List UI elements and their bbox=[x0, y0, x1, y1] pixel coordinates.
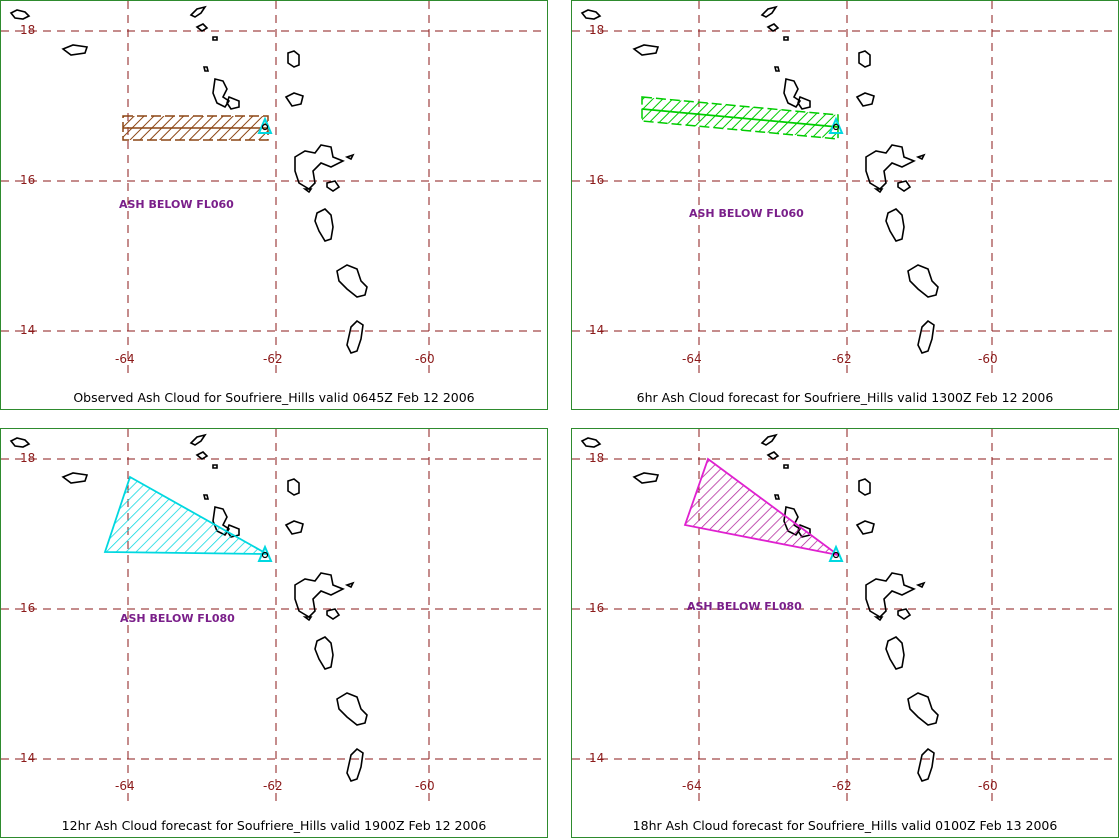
lon-label-64: -64 bbox=[682, 779, 702, 793]
volcano-marker bbox=[257, 544, 273, 562]
lon-label-60: -60 bbox=[415, 352, 435, 366]
island-outlines bbox=[580, 433, 939, 782]
map-panel-12hr: 18 16 14 -64 -62 -60 ASH BELOW FL080 12h… bbox=[0, 428, 548, 838]
island-outlines bbox=[9, 433, 368, 782]
ash-level-annotation: ASH BELOW FL060 bbox=[119, 198, 234, 211]
lon-label-60: -60 bbox=[415, 779, 435, 793]
map-canvas bbox=[1, 1, 547, 376]
lon-label-64: -64 bbox=[115, 352, 135, 366]
lat-label-14: 14 bbox=[20, 323, 36, 337]
map-panel-observed: 18 16 14 -64 -62 -60 ASH BELOW FL060 Obs… bbox=[0, 0, 548, 410]
map-panel-18hr: 18 16 14 -64 -62 -60 ASH BELOW FL080 18h… bbox=[571, 428, 1119, 838]
ash-level-annotation: ASH BELOW FL080 bbox=[687, 600, 802, 613]
lon-label-60: -60 bbox=[978, 779, 998, 793]
lat-label-16: 16 bbox=[20, 173, 36, 187]
island-outlines bbox=[580, 5, 939, 354]
lon-label-64: -64 bbox=[115, 779, 135, 793]
lon-label-62: -62 bbox=[263, 779, 283, 793]
lon-label-60: -60 bbox=[978, 352, 998, 366]
ash-cloud-polygon bbox=[641, 96, 839, 140]
volcano-marker bbox=[828, 544, 844, 562]
lat-label-14: 14 bbox=[589, 323, 605, 337]
lat-label-16: 16 bbox=[589, 601, 605, 615]
lat-label-18: 18 bbox=[589, 23, 605, 37]
lon-label-62: -62 bbox=[832, 779, 852, 793]
lat-label-16: 16 bbox=[589, 173, 605, 187]
panel-caption: 6hr Ash Cloud forecast for Soufriere_Hil… bbox=[636, 390, 1054, 405]
graticule bbox=[572, 1, 1118, 376]
lat-label-18: 18 bbox=[20, 23, 36, 37]
volcano-marker bbox=[257, 116, 273, 134]
graticule bbox=[1, 1, 547, 376]
panel-caption: 18hr Ash Cloud forecast for Soufriere_Hi… bbox=[632, 818, 1058, 833]
lon-label-62: -62 bbox=[263, 352, 283, 366]
lat-label-14: 14 bbox=[589, 751, 605, 765]
map-panel-6hr: 18 16 14 -64 -62 -60 ASH BELOW FL060 6hr… bbox=[571, 0, 1119, 410]
lon-label-64: -64 bbox=[682, 352, 702, 366]
ash-level-annotation: ASH BELOW FL060 bbox=[689, 207, 804, 220]
graticule bbox=[572, 429, 1118, 804]
panel-caption: 12hr Ash Cloud forecast for Soufriere_Hi… bbox=[61, 818, 487, 833]
island-outlines bbox=[9, 5, 368, 354]
map-canvas bbox=[1, 429, 547, 804]
lon-label-62: -62 bbox=[832, 352, 852, 366]
map-canvas bbox=[572, 429, 1118, 804]
ash-level-annotation: ASH BELOW FL080 bbox=[120, 612, 235, 625]
ash-cloud-polygon bbox=[122, 115, 269, 141]
map-canvas bbox=[572, 1, 1118, 376]
lat-label-16: 16 bbox=[20, 601, 36, 615]
panel-caption: Observed Ash Cloud for Soufriere_Hills v… bbox=[73, 390, 475, 405]
volcano-marker bbox=[828, 116, 844, 134]
lat-label-18: 18 bbox=[589, 451, 605, 465]
graticule bbox=[1, 429, 547, 804]
lat-label-14: 14 bbox=[20, 751, 36, 765]
ash-cloud-polygon bbox=[683, 457, 839, 556]
ash-cloud-polygon bbox=[103, 475, 268, 555]
lat-label-18: 18 bbox=[20, 451, 36, 465]
